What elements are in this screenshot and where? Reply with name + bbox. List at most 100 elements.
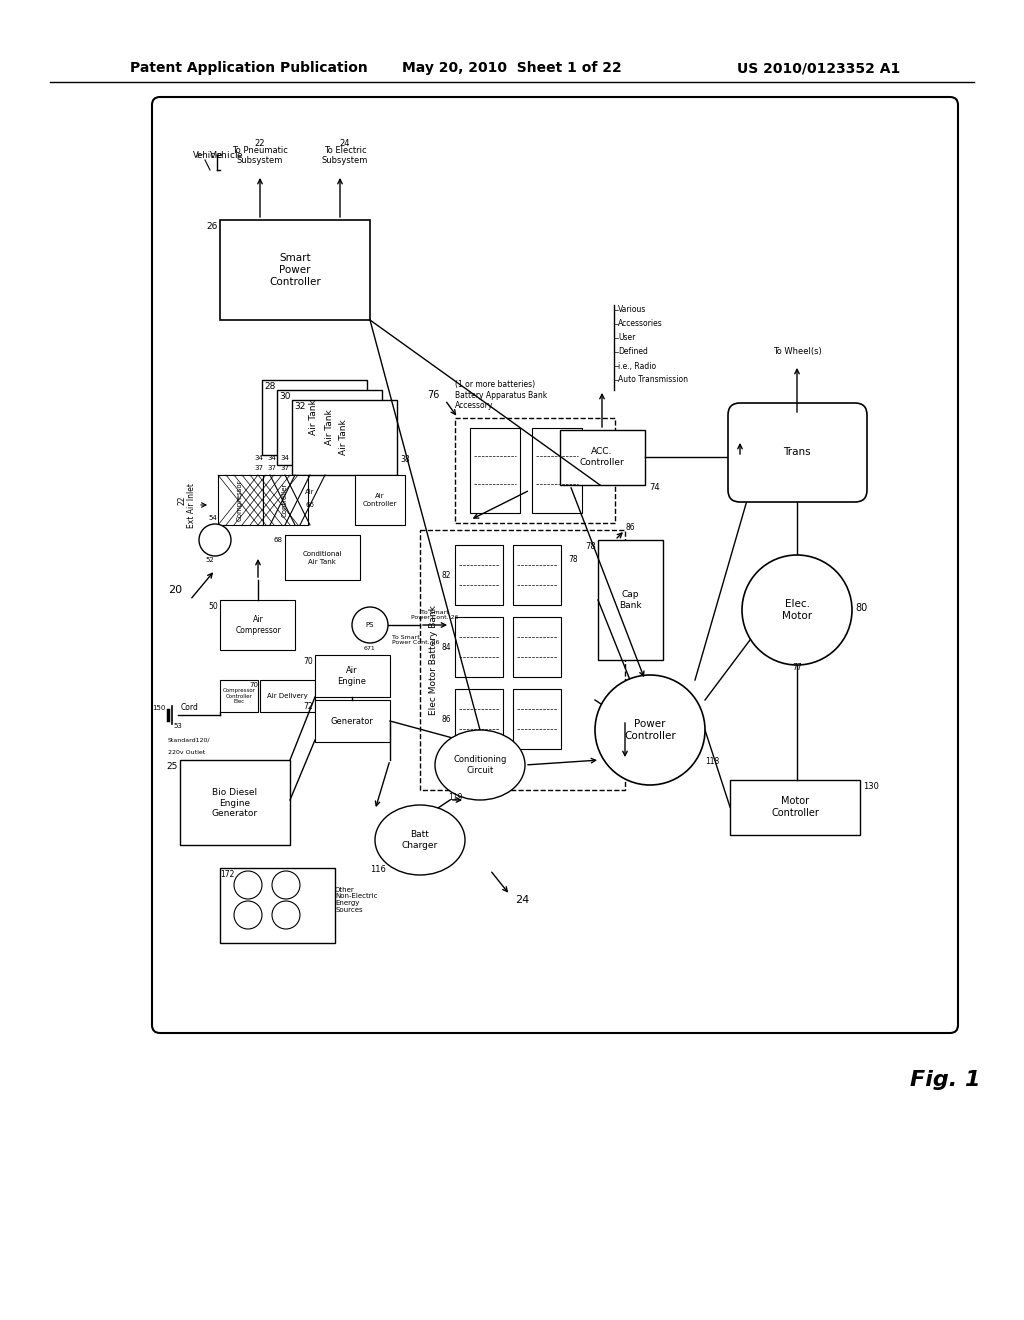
- Bar: [513, 616, 561, 677]
- Text: Accessories: Accessories: [618, 319, 663, 329]
- Text: Air Tank: Air Tank: [340, 420, 348, 455]
- Text: Compressor: Compressor: [237, 479, 243, 521]
- Text: Smart
Power
Controller: Smart Power Controller: [269, 253, 321, 286]
- Bar: [220, 869, 335, 942]
- Text: 220v Outlet: 220v Outlet: [168, 750, 205, 755]
- Text: 53: 53: [173, 723, 182, 729]
- Text: 84: 84: [441, 644, 451, 652]
- Text: 72: 72: [303, 702, 313, 711]
- Bar: [455, 616, 503, 677]
- Text: 28: 28: [264, 381, 275, 391]
- Text: Conditional
Air Tank: Conditional Air Tank: [302, 552, 342, 565]
- Bar: [315, 700, 390, 742]
- Text: ACC.
Controller: ACC. Controller: [580, 447, 625, 467]
- Text: Power
Controller: Power Controller: [624, 719, 676, 741]
- Text: Bio Diesel
Engine
Generator: Bio Diesel Engine Generator: [212, 788, 258, 818]
- Text: Generator: Generator: [331, 717, 374, 726]
- Text: 172: 172: [220, 870, 234, 879]
- Text: 26: 26: [207, 222, 218, 231]
- Text: 116: 116: [370, 866, 386, 874]
- Text: i.e., Radio: i.e., Radio: [618, 362, 656, 371]
- Text: 130: 130: [863, 781, 879, 791]
- Text: 30: 30: [279, 392, 291, 401]
- Text: 37: 37: [255, 465, 263, 471]
- Bar: [220, 220, 370, 319]
- Text: Battery Apparatus Bank: Battery Apparatus Bank: [455, 391, 547, 400]
- Text: 671: 671: [365, 645, 376, 651]
- Bar: [292, 400, 397, 475]
- Text: 20: 20: [168, 585, 182, 595]
- Text: 66: 66: [305, 502, 314, 508]
- Bar: [278, 389, 382, 465]
- Text: 78: 78: [568, 556, 578, 565]
- Text: To Smart
Power Cont. 26: To Smart Power Cont. 26: [412, 610, 459, 620]
- Text: Elec Motor Battery Bank: Elec Motor Battery Bank: [428, 605, 437, 715]
- Text: Auto Transmission: Auto Transmission: [618, 375, 688, 384]
- Text: Elec.
Motor: Elec. Motor: [782, 599, 812, 620]
- Text: Ext Air Inlet: Ext Air Inlet: [187, 483, 197, 528]
- Bar: [262, 380, 367, 455]
- Text: Air
Compressor: Air Compressor: [236, 615, 281, 635]
- Text: To Wheel(s): To Wheel(s): [773, 347, 821, 356]
- Bar: [220, 601, 295, 649]
- Text: Other
Non-Electric
Energy
Sources: Other Non-Electric Energy Sources: [335, 887, 378, 913]
- Text: 86: 86: [626, 523, 636, 532]
- Text: 32: 32: [294, 403, 305, 411]
- Text: Patent Application Publication: Patent Application Publication: [130, 61, 368, 75]
- Text: Trans: Trans: [783, 447, 811, 457]
- Text: 24: 24: [340, 139, 350, 148]
- Bar: [455, 418, 615, 523]
- Text: $\vdash$ Vehicle: $\vdash$ Vehicle: [195, 149, 244, 161]
- Text: Air: Air: [305, 488, 314, 495]
- Bar: [263, 475, 308, 525]
- Text: Air Tank: Air Tank: [309, 399, 318, 434]
- Text: 50: 50: [208, 602, 218, 611]
- Text: May 20, 2010  Sheet 1 of 22: May 20, 2010 Sheet 1 of 22: [402, 61, 622, 75]
- Text: Standard120/: Standard120/: [168, 738, 211, 743]
- Bar: [180, 760, 290, 845]
- Bar: [560, 430, 645, 484]
- Bar: [260, 680, 315, 711]
- Circle shape: [199, 524, 231, 556]
- FancyBboxPatch shape: [728, 403, 867, 502]
- Text: 77: 77: [793, 664, 802, 672]
- Circle shape: [234, 871, 262, 899]
- Bar: [532, 428, 582, 513]
- Text: 76: 76: [428, 389, 440, 400]
- Text: Various: Various: [618, 305, 646, 314]
- Text: 34: 34: [281, 455, 290, 461]
- Bar: [513, 689, 561, 748]
- Text: 78: 78: [586, 543, 596, 550]
- Ellipse shape: [742, 554, 852, 665]
- Text: To Pneumatic
Subsystem: To Pneumatic Subsystem: [232, 145, 288, 165]
- Text: 86: 86: [441, 715, 451, 725]
- Text: 119: 119: [447, 793, 462, 803]
- Text: 37: 37: [281, 465, 290, 471]
- Text: Motor
Controller: Motor Controller: [771, 796, 819, 818]
- Text: 38: 38: [400, 455, 410, 465]
- Bar: [455, 689, 503, 748]
- Ellipse shape: [375, 805, 465, 875]
- Text: 54: 54: [209, 515, 217, 521]
- Text: Defined: Defined: [618, 347, 648, 356]
- Bar: [730, 780, 860, 836]
- Text: (1 or more batteries): (1 or more batteries): [455, 380, 536, 388]
- Bar: [218, 475, 263, 525]
- Text: 70: 70: [249, 682, 258, 688]
- Text: 22: 22: [177, 495, 186, 504]
- Bar: [470, 428, 520, 513]
- Text: Air
Engine: Air Engine: [338, 667, 367, 685]
- Text: 34: 34: [267, 455, 276, 461]
- Text: Air Delivery: Air Delivery: [266, 693, 307, 700]
- Ellipse shape: [435, 730, 525, 800]
- Text: Cord: Cord: [181, 704, 199, 713]
- Text: PS: PS: [366, 622, 374, 628]
- Circle shape: [272, 902, 300, 929]
- Text: User: User: [618, 334, 635, 342]
- Text: 74: 74: [649, 483, 659, 492]
- Text: 82: 82: [441, 570, 451, 579]
- Circle shape: [352, 607, 388, 643]
- Text: Conditioning
Circuit: Conditioning Circuit: [454, 755, 507, 775]
- Text: Batt
Charger: Batt Charger: [401, 830, 438, 850]
- Text: To Electric
Subsystem: To Electric Subsystem: [322, 145, 369, 165]
